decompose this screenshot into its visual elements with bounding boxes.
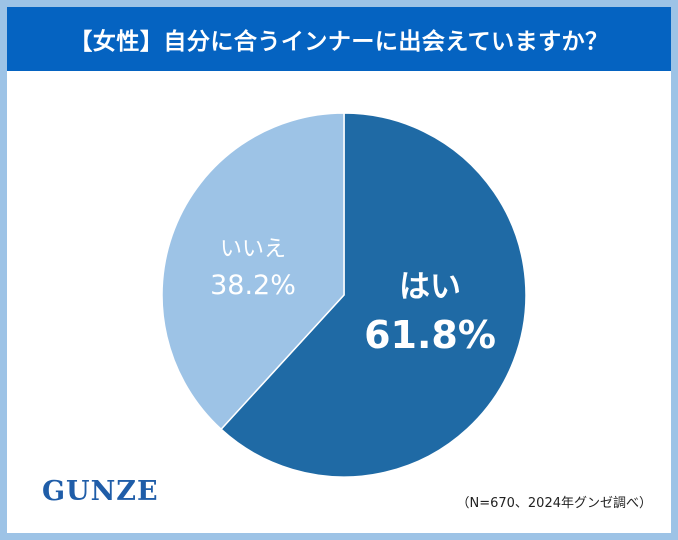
pie-slice-yes xyxy=(220,112,527,478)
survey-note: （N=670、2024年グンゼ調べ） xyxy=(456,496,652,511)
slice-value-no: 38.2% xyxy=(210,270,296,301)
pie-slice-no xyxy=(161,112,345,431)
chart-title: 【女性】自分に合うインナーに出会えていますか？ xyxy=(69,29,609,55)
title-banner: 【女性】自分に合うインナーに出会えていますか？ xyxy=(7,7,671,71)
slice-label-yes: はい xyxy=(399,269,461,305)
gunze-logo: GUNZE xyxy=(42,476,159,507)
slice-value-yes: 61.8% xyxy=(364,313,496,357)
slice-label-no: いいえ xyxy=(220,237,286,262)
